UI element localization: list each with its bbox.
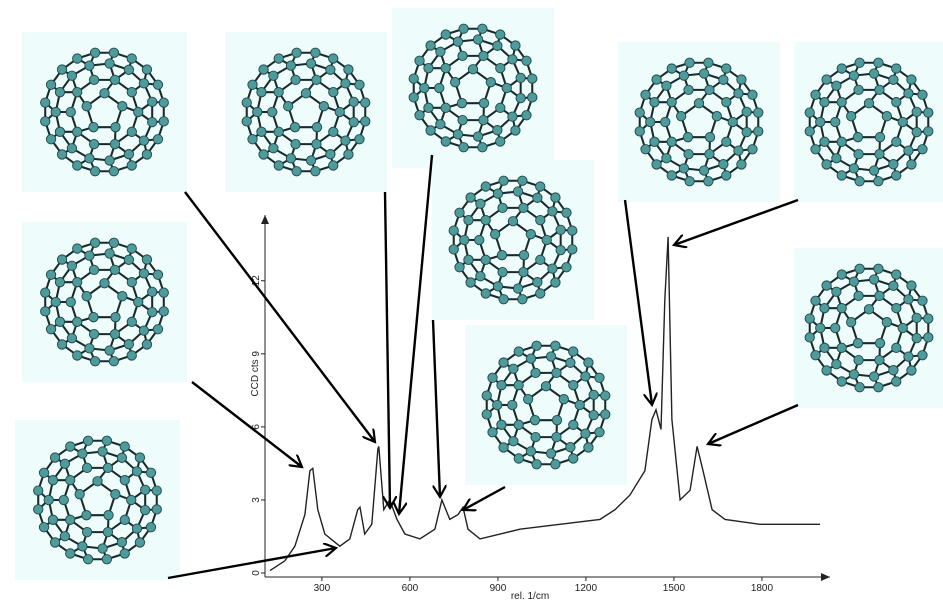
- molecule-image: [231, 37, 381, 187]
- x-tick-label: 1200: [575, 583, 598, 594]
- x-axis-label: rel. 1/cm: [511, 591, 549, 602]
- molecule-image: [794, 47, 943, 197]
- molecule-images: [15, 8, 943, 580]
- y-tick-label: 0: [251, 570, 262, 576]
- arrow: [433, 320, 440, 497]
- arrow: [708, 405, 798, 444]
- molecule-image: [624, 47, 774, 197]
- arrow: [625, 200, 652, 405]
- x-tick-label: 600: [402, 583, 419, 594]
- molecule-image: [23, 425, 173, 575]
- arrow: [674, 200, 798, 245]
- x-tick-label: 1800: [751, 583, 774, 594]
- y-tick-label: 9: [251, 351, 262, 357]
- arrow: [192, 382, 302, 467]
- y-axis-label: CCD cts: [250, 359, 261, 396]
- molecule-image: [398, 13, 548, 163]
- x-tick-label: 1500: [663, 583, 686, 594]
- arrow: [185, 192, 375, 442]
- arrow: [463, 487, 505, 510]
- molecule-image: [471, 330, 621, 480]
- arrow: [385, 192, 390, 508]
- chart: 300600900120015001800036912 rel. 1/cm CC…: [0, 0, 943, 603]
- x-tick-label: 300: [314, 583, 331, 594]
- molecule-image: [794, 253, 943, 403]
- arrow: [399, 155, 432, 514]
- molecule-image: [438, 165, 588, 315]
- molecule-image: [30, 227, 180, 377]
- molecule-image: [30, 37, 180, 187]
- y-tick-label: 3: [251, 497, 262, 503]
- x-tick-label: 900: [490, 583, 507, 594]
